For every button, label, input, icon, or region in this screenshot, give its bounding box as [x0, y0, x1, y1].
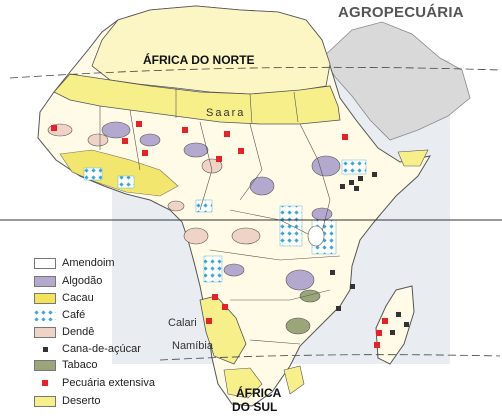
swatch-cotton	[34, 275, 56, 287]
southeast-desert	[283, 365, 305, 395]
madagascar	[375, 285, 415, 365]
swatch-livestock	[34, 378, 56, 389]
sugarcane-markers	[330, 172, 409, 335]
arabian-peninsula	[321, 21, 471, 141]
tropic-of-capricorn	[159, 354, 501, 361]
legend-item-tobacco: Tabaco	[34, 358, 97, 372]
legend-item-desert: Deserto	[34, 394, 101, 408]
cotton-areas	[101, 121, 341, 291]
map-title: AGROPECUÁRIA	[338, 4, 464, 21]
namib-desert	[199, 295, 247, 365]
north-africa-zone	[91, 5, 331, 95]
swatch-tobacco	[34, 359, 56, 371]
label-north-africa: ÁFRICA DO NORTE	[143, 53, 255, 67]
swatch-sugarcane	[34, 344, 56, 355]
karoo-desert	[223, 367, 263, 399]
legend-label: Pecuária extensiva	[62, 377, 155, 389]
swatch-peanut	[34, 257, 56, 269]
swatch-coffee	[34, 309, 56, 321]
label-calahari: Calari	[168, 317, 197, 329]
legend-item-palm-oil: Dendê	[34, 325, 94, 339]
legend-item-sugarcane: Cana-de-açúcar	[34, 342, 141, 356]
legend-label: Amendoim	[62, 257, 115, 269]
legend-item-livestock: Pecuária extensiva	[34, 376, 155, 390]
horn-desert	[397, 149, 429, 167]
label-south-africa-1: ÁFRICA	[236, 386, 282, 400]
legend-item-cotton: Algodão	[34, 274, 102, 288]
tobacco-areas	[285, 289, 321, 335]
label-namibia: Namíbia	[172, 340, 213, 352]
swatch-cocoa	[34, 292, 56, 304]
tropic-of-cancer	[9, 66, 501, 79]
legend-label: Algodão	[62, 275, 103, 287]
legend-item-cocoa: Cacau	[34, 291, 94, 305]
legend-item-peanut: Amendoim	[34, 256, 115, 270]
legend-label: Dendê	[62, 326, 95, 338]
legend-label: Tabaco	[62, 359, 98, 371]
legend-label: Cana-de-açúcar	[62, 343, 141, 355]
swatch-desert	[34, 395, 56, 407]
legend-label: Café	[62, 309, 86, 321]
lake	[307, 225, 325, 247]
label-south-africa-2: DO SUL	[232, 400, 278, 414]
legend-label: Deserto	[62, 395, 101, 407]
swatch-palm-oil	[34, 326, 56, 338]
legend-item-coffee: Café	[34, 308, 85, 322]
legend-label: Cacau	[62, 292, 94, 304]
palm-oil-areas	[47, 123, 261, 245]
livestock-markers	[51, 121, 388, 348]
label-sahara: Saara	[206, 107, 246, 119]
